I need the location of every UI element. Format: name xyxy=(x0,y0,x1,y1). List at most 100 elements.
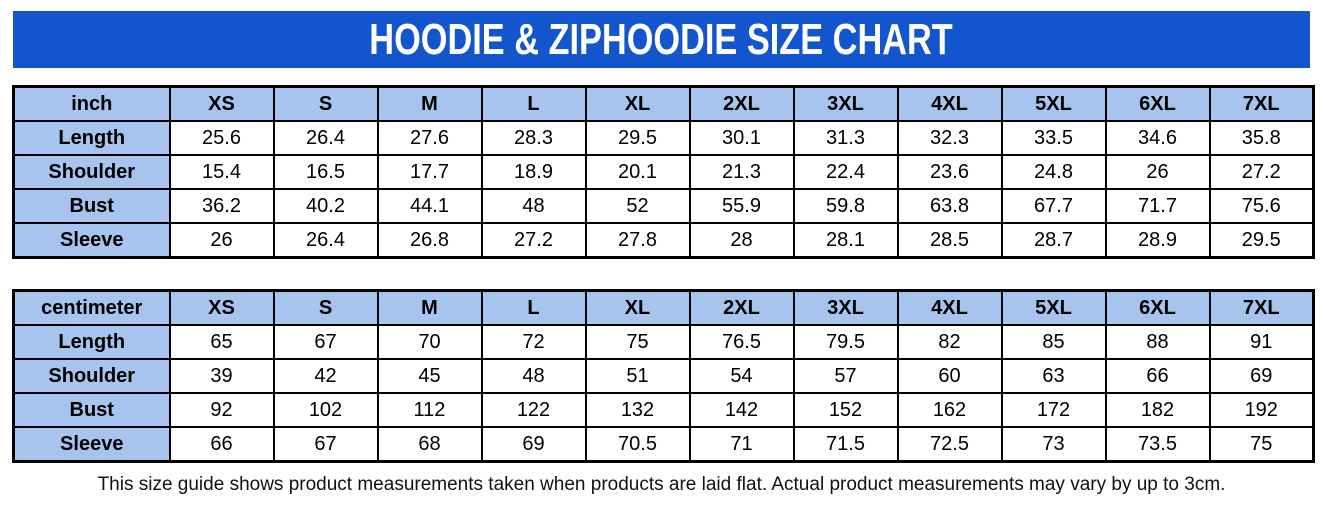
measurement-cell: 71 xyxy=(688,426,795,463)
measurement-cell: 33.5 xyxy=(1000,120,1107,156)
measurement-cell: 66 xyxy=(1104,358,1211,394)
measurement-row: Shoulder 39 42 45 48 51 54 57 60 63 66 69 xyxy=(12,358,1315,394)
measurement-cell: 71.5 xyxy=(792,426,899,463)
measurement-cell: 23.6 xyxy=(896,154,1003,190)
measurement-cell: 73 xyxy=(1000,426,1107,463)
size-column-header: 4XL xyxy=(896,289,1003,326)
measurement-cell: 65 xyxy=(168,324,275,360)
row-label-cell: Length xyxy=(12,120,171,156)
measurement-cell: 60 xyxy=(896,358,1003,394)
size-column-header: 5XL xyxy=(1000,289,1107,326)
measurement-cell: 192 xyxy=(1208,392,1315,428)
measurement-cell: 102 xyxy=(272,392,379,428)
size-column-header: L xyxy=(480,289,587,326)
size-column-header: 6XL xyxy=(1104,85,1211,122)
size-column-header: M xyxy=(376,289,483,326)
measurement-row: Bust 36.2 40.2 44.1 48 52 55.9 59.8 63.8 67.7 71.7… xyxy=(12,188,1315,224)
measurement-cell: 52 xyxy=(584,188,691,224)
measurement-cell: 39 xyxy=(168,358,275,394)
measurement-cell: 82 xyxy=(896,324,1003,360)
measurement-cell: 182 xyxy=(1104,392,1211,428)
measurement-cell: 28.1 xyxy=(792,222,899,259)
inch-size-table: inch XS S M L XL 2XL 3XL 4XL 5XL 6XL 7XL Length 25.6 2… xyxy=(12,85,1315,259)
measurement-cell: 29.5 xyxy=(584,120,691,156)
size-header-row: inch XS S M L XL 2XL 3XL 4XL 5XL 6XL 7XL xyxy=(12,85,1315,122)
measurement-cell: 32.3 xyxy=(896,120,1003,156)
measurement-row: Length 25.6 26.4 27.6 28.3 29.5 30.1 31.3 32.3 33… xyxy=(12,120,1315,156)
measurement-cell: 48 xyxy=(480,188,587,224)
measurement-cell: 21.3 xyxy=(688,154,795,190)
measurement-cell: 28.9 xyxy=(1104,222,1211,259)
row-label-cell: Shoulder xyxy=(12,358,171,394)
measurement-cell: 48 xyxy=(480,358,587,394)
measurement-cell: 67.7 xyxy=(1000,188,1107,224)
measurement-cell: 57 xyxy=(792,358,899,394)
measurement-cell: 27.2 xyxy=(480,222,587,259)
measurement-row: Shoulder 15.4 16.5 17.7 18.9 20.1 21.3 22.4 23.6… xyxy=(12,154,1315,190)
size-column-header: S xyxy=(272,85,379,122)
measurement-cell: 172 xyxy=(1000,392,1107,428)
size-column-header: 7XL xyxy=(1208,289,1315,326)
measurement-cell: 63 xyxy=(1000,358,1107,394)
measurement-cell: 142 xyxy=(688,392,795,428)
size-column-header: XS xyxy=(168,289,275,326)
measurement-cell: 152 xyxy=(792,392,899,428)
measurement-cell: 75 xyxy=(584,324,691,360)
size-header-row: centimeter XS S M L XL 2XL 3XL 4XL 5XL 6XL 7XL xyxy=(12,289,1315,326)
measurement-cell: 35.8 xyxy=(1208,120,1315,156)
title-banner: HOODIE & ZIPHOODIE SIZE CHART xyxy=(13,11,1310,68)
measurement-cell: 72.5 xyxy=(896,426,1003,463)
measurement-cell: 22.4 xyxy=(792,154,899,190)
measurement-cell: 45 xyxy=(376,358,483,394)
measurement-cell: 67 xyxy=(272,426,379,463)
size-column-header: M xyxy=(376,85,483,122)
size-column-header: S xyxy=(272,289,379,326)
size-column-header: L xyxy=(480,85,587,122)
measurement-cell: 69 xyxy=(480,426,587,463)
measurement-cell: 112 xyxy=(376,392,483,428)
unit-label-cell: inch xyxy=(12,85,171,122)
size-column-header: 6XL xyxy=(1104,289,1211,326)
measurement-cell: 28.7 xyxy=(1000,222,1107,259)
row-label-cell: Bust xyxy=(12,392,171,428)
measurement-cell: 162 xyxy=(896,392,1003,428)
measurement-cell: 18.9 xyxy=(480,154,587,190)
size-column-header: 2XL xyxy=(688,289,795,326)
row-label-cell: Sleeve xyxy=(12,222,171,259)
measurement-cell: 85 xyxy=(1000,324,1107,360)
measurement-cell: 36.2 xyxy=(168,188,275,224)
measurement-cell: 26.4 xyxy=(272,222,379,259)
footer-note: This size guide shows product measuremen… xyxy=(97,474,1226,495)
measurement-cell: 30.1 xyxy=(688,120,795,156)
measurement-cell: 92 xyxy=(168,392,275,428)
measurement-cell: 55.9 xyxy=(688,188,795,224)
measurement-cell: 17.7 xyxy=(376,154,483,190)
measurement-row: Bust 92 102 112 122 132 142 152 162 172 182 192 xyxy=(12,392,1315,428)
measurement-cell: 42 xyxy=(272,358,379,394)
measurement-cell: 75 xyxy=(1208,426,1315,463)
size-column-header: XS xyxy=(168,85,275,122)
measurement-cell: 73.5 xyxy=(1104,426,1211,463)
centimeter-size-table: centimeter XS S M L XL 2XL 3XL 4XL 5XL 6XL 7XL Lengt… xyxy=(12,289,1315,463)
page-title: HOODIE & ZIPHOODIE SIZE CHART xyxy=(369,14,954,64)
measurement-cell: 69 xyxy=(1208,358,1315,394)
measurement-cell: 40.2 xyxy=(272,188,379,224)
measurement-cell: 67 xyxy=(272,324,379,360)
measurement-cell: 51 xyxy=(584,358,691,394)
size-column-header: 5XL xyxy=(1000,85,1107,122)
size-column-header: 3XL xyxy=(792,289,899,326)
measurement-cell: 25.6 xyxy=(168,120,275,156)
measurement-cell: 68 xyxy=(376,426,483,463)
measurement-row: Sleeve 26 26.4 26.8 27.2 27.8 28 28.1 28.5 28.7 28… xyxy=(12,222,1315,259)
measurement-cell: 16.5 xyxy=(272,154,379,190)
row-label-cell: Shoulder xyxy=(12,154,171,190)
measurement-cell: 28.5 xyxy=(896,222,1003,259)
measurement-cell: 26.8 xyxy=(376,222,483,259)
measurement-cell: 26 xyxy=(168,222,275,259)
measurement-cell: 26 xyxy=(1104,154,1211,190)
size-column-header: 4XL xyxy=(896,85,1003,122)
measurement-cell: 44.1 xyxy=(376,188,483,224)
measurement-cell: 27.8 xyxy=(584,222,691,259)
row-label-cell: Bust xyxy=(12,188,171,224)
